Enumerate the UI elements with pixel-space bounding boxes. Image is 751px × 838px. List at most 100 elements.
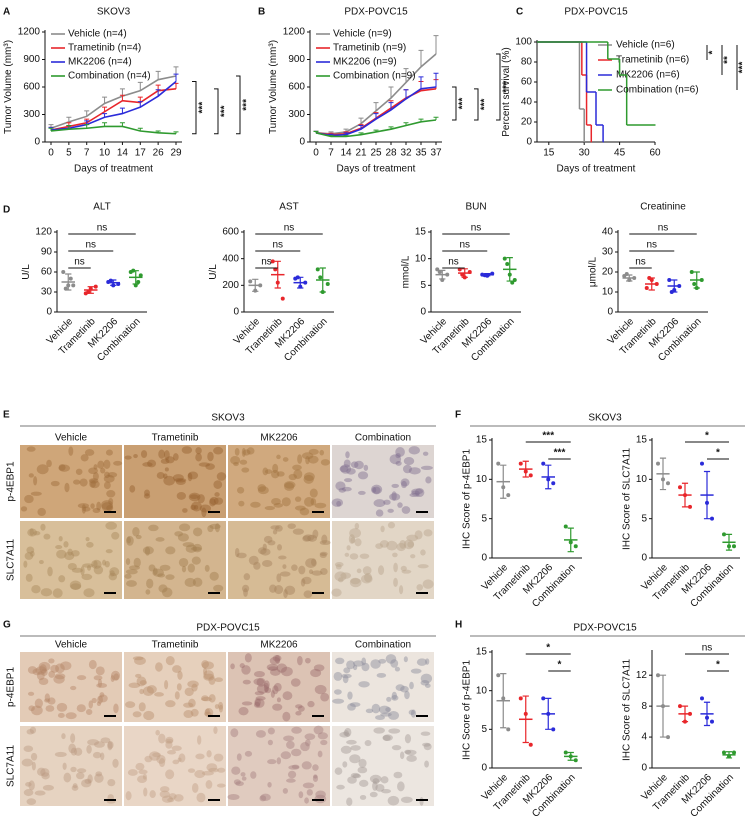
- cell: [26, 446, 36, 452]
- cell: [422, 579, 434, 589]
- cell: [179, 523, 191, 532]
- cell: [64, 551, 75, 561]
- y-axis-label: Tumor Volume (mm³): [3, 40, 14, 134]
- cell: [132, 711, 142, 718]
- cell: [272, 703, 283, 711]
- y-tick-label: 10: [415, 253, 427, 264]
- cell: [50, 480, 60, 487]
- cell: [267, 759, 277, 765]
- cell: [85, 709, 93, 715]
- cell: [154, 692, 164, 697]
- cell: [75, 468, 83, 475]
- cell: [238, 707, 249, 716]
- micrograph: [20, 652, 122, 722]
- cell: [142, 462, 153, 467]
- cell: [93, 560, 98, 568]
- column-header: Vehicle: [55, 433, 88, 444]
- chart-title: ALT: [93, 202, 111, 213]
- cell: [244, 653, 252, 663]
- data-point: [138, 273, 143, 278]
- cell: [386, 540, 398, 551]
- cell: [36, 767, 46, 776]
- micrograph: [124, 652, 226, 722]
- cell: [201, 695, 209, 702]
- cell: [28, 473, 34, 478]
- x-tick-label: 35: [415, 148, 427, 159]
- significance-label: ***: [738, 62, 749, 74]
- cell: [400, 796, 413, 803]
- cell: [205, 780, 213, 789]
- cell: [420, 465, 433, 471]
- cell: [234, 447, 240, 456]
- cell: [303, 472, 315, 481]
- cell: [400, 478, 410, 487]
- y-tick-label: 60: [41, 267, 53, 278]
- y-tick-label: 15: [476, 647, 488, 658]
- cell: [253, 701, 261, 708]
- data-point: [644, 286, 649, 290]
- cell: [193, 504, 199, 510]
- cell: [29, 528, 34, 536]
- cell: [420, 673, 433, 684]
- cell: [284, 585, 296, 595]
- cell: [402, 464, 412, 474]
- panel-label: A: [3, 7, 10, 18]
- cell: [307, 455, 319, 464]
- cell: [138, 702, 146, 712]
- cell: [400, 685, 409, 693]
- data-point: [722, 750, 726, 755]
- cell: [40, 668, 48, 676]
- data-point: [136, 280, 141, 284]
- error-bar: [388, 86, 394, 98]
- cell: [338, 577, 344, 583]
- cell: [255, 730, 266, 738]
- x-tick-label: 15: [543, 148, 555, 159]
- cell: [113, 460, 123, 466]
- cell: [369, 774, 382, 783]
- cell: [297, 655, 303, 666]
- cell: [25, 573, 33, 582]
- micrograph-background: [124, 652, 226, 722]
- cell: [87, 739, 99, 746]
- significance-label: *: [716, 660, 720, 671]
- cell: [135, 762, 145, 771]
- cell: [297, 705, 305, 712]
- micrograph: [124, 445, 227, 518]
- micrograph: [124, 521, 226, 599]
- cell: [388, 710, 400, 720]
- cell: [321, 534, 328, 544]
- cell: [113, 673, 119, 681]
- error-bar: [418, 49, 424, 67]
- cell: [172, 474, 184, 482]
- data-point: [678, 704, 682, 709]
- cell: [342, 674, 349, 684]
- cell: [48, 670, 56, 678]
- cell: [80, 566, 85, 576]
- cell: [280, 751, 292, 760]
- cell: [305, 657, 311, 664]
- x-tick-label: 45: [614, 148, 626, 159]
- micrograph: [331, 445, 434, 518]
- cell: [425, 476, 432, 484]
- y-tick-label: 0: [641, 553, 647, 564]
- x-tick-label: 26: [153, 148, 165, 159]
- cell: [349, 553, 359, 560]
- cell: [195, 753, 205, 760]
- micrograph: [332, 726, 434, 806]
- legend-label: Vehicle (n=9): [333, 29, 392, 40]
- scale-bar: [416, 511, 428, 513]
- cell: [213, 753, 224, 762]
- y-tick-label: 5: [481, 724, 487, 735]
- data-point: [656, 461, 660, 466]
- cell: [250, 501, 261, 508]
- cell: [264, 687, 272, 694]
- y-tick-label: 300: [288, 109, 305, 120]
- cell: [149, 790, 156, 799]
- scale-bar: [104, 592, 116, 594]
- error-bar: [433, 72, 439, 87]
- cell: [23, 560, 28, 568]
- panel-label: D: [3, 205, 10, 216]
- cell: [304, 797, 309, 804]
- cell: [86, 541, 94, 548]
- axes: [243, 230, 334, 313]
